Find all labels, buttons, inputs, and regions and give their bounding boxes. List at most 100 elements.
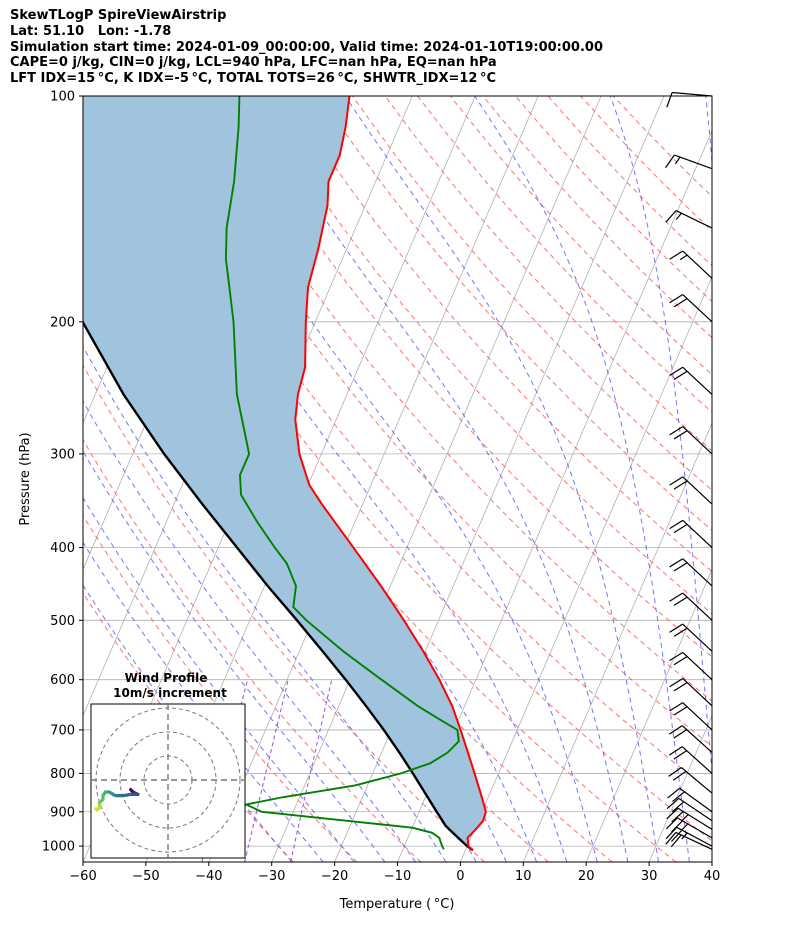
- x-tick-label: 30: [641, 869, 658, 884]
- wind-barb: [666, 797, 713, 822]
- isotherm-20: [585, 568, 712, 862]
- wind-barb: [665, 817, 713, 839]
- wind-barb: [669, 623, 713, 652]
- mixing-ratio-line: [290, 679, 333, 862]
- wind-barb: [669, 250, 713, 279]
- chart-title: SkewTLogP SpireViewAirstrip: [10, 8, 227, 23]
- chart-title-block: SkewTLogP SpireViewAirstrip Lat: 51.10 L…: [10, 8, 603, 87]
- x-axis-label: Temperature ( °C): [339, 897, 455, 912]
- y-tick-label: 800: [50, 767, 75, 782]
- x-tick-label: −40: [195, 869, 222, 884]
- temperature-line: [294, 96, 487, 852]
- y-tick-label: 300: [50, 447, 75, 462]
- y-tick-label: 200: [50, 315, 75, 330]
- wind-barb: [669, 651, 713, 681]
- dry-adiabat: [221, 96, 712, 658]
- x-tick-label: 20: [578, 869, 595, 884]
- wind-barb: [669, 558, 713, 587]
- dry-adiabat: [482, 96, 712, 339]
- wind-barb: [665, 831, 713, 850]
- wind-barb: [669, 476, 713, 505]
- x-tick-label: −60: [69, 869, 96, 884]
- dry-adiabat: [189, 96, 712, 702]
- dry-adiabat: [124, 96, 712, 794]
- dry-adiabat: [83, 146, 677, 862]
- location-line: Lat: 51.10 Lon: -1.78: [10, 23, 172, 39]
- x-tick-label: −20: [321, 869, 348, 884]
- dry-adiabat: [83, 438, 422, 862]
- moist-adiabat: [83, 400, 416, 862]
- isotherm--20: [334, 96, 665, 862]
- dry-adiabat: [449, 96, 712, 376]
- dry-adiabat: [254, 96, 712, 615]
- dry-adiabat: [547, 96, 712, 267]
- axis-ticks: −60 −50 −40 −30 −20 −10 0 10 20 30 40 1000 900 800 700…: [42, 90, 720, 885]
- wind-barb: [669, 294, 713, 323]
- moist-adiabat: [609, 96, 712, 778]
- isotherm-30: [648, 714, 712, 862]
- x-tick-label: −50: [132, 869, 159, 884]
- isotherm-10: [522, 422, 712, 862]
- x-tick-label: 40: [704, 869, 721, 884]
- wind-barb: [668, 746, 713, 774]
- wind-barb: [665, 210, 713, 229]
- wind-barb: [666, 807, 713, 830]
- dry-adiabat: [612, 96, 712, 198]
- isotherm-40: [711, 860, 712, 862]
- dry-adiabat: [319, 96, 712, 532]
- moist-adiabat: [114, 96, 568, 862]
- wind-barb: [669, 426, 713, 455]
- y-tick-label: 900: [50, 805, 75, 820]
- moist-adiabat: [705, 96, 712, 168]
- cin-area: [83, 96, 486, 851]
- y-tick-label: 400: [50, 541, 75, 556]
- moist-adiabat: [83, 345, 447, 862]
- indices-line-2: LFT IDX=15 °C, K IDX=-5 °C, TOTAL TOTS=2…: [10, 71, 497, 87]
- dry-adiabat: [417, 96, 712, 413]
- dry-adiabat: [83, 364, 485, 862]
- parcel-line: [83, 319, 474, 852]
- dry-adiabat: [156, 96, 712, 747]
- profile-lines: [83, 96, 487, 852]
- wind-barb: [669, 592, 713, 621]
- y-axis-label: Pressure (hPa): [18, 432, 33, 525]
- isotherm-0: [460, 275, 712, 862]
- cape-cin-shading: [83, 96, 486, 851]
- wind-barbs: [665, 91, 713, 850]
- wind-barb: [668, 766, 713, 794]
- y-tick-label: 700: [50, 723, 75, 738]
- isotherm--40: [208, 96, 539, 862]
- moist-adiabat: [171, 96, 598, 862]
- mixing-ratio-line: [244, 679, 289, 862]
- wind-barb: [668, 725, 713, 753]
- x-tick-label: −30: [258, 869, 285, 884]
- y-tick-label: 500: [50, 614, 75, 629]
- wind-barb: [666, 91, 713, 108]
- moist-adiabat: [344, 96, 659, 862]
- time-line: Simulation start time: 2024-01-09_00:00:…: [10, 39, 603, 55]
- dry-adiabat: [83, 514, 358, 862]
- dewpoint-line: [224, 96, 460, 850]
- moist-adiabat: [83, 127, 538, 862]
- moist-adiabat: [474, 96, 690, 862]
- y-tick-label: 1000: [42, 840, 75, 855]
- wind-barb: [669, 366, 713, 395]
- moist-adiabat: [246, 96, 629, 862]
- x-tick-label: −10: [384, 869, 411, 884]
- x-tick-label: 10: [515, 869, 532, 884]
- y-tick-label: 600: [50, 673, 75, 688]
- dry-adiabat: [83, 592, 294, 862]
- wind-barb: [667, 787, 713, 813]
- hodograph-title: Wind Profile: [125, 671, 208, 685]
- x-tick-label: 0: [456, 869, 464, 884]
- indices-line-1: CAPE=0 j/kg, CIN=0 j/kg, LCL=940 hPa, LF…: [10, 55, 497, 71]
- hodograph-segment: [94, 807, 99, 812]
- wind-barb: [669, 677, 713, 707]
- isotherm--30: [271, 96, 602, 862]
- wind-barb: [669, 702, 713, 731]
- hodograph-subtitle: 10m/s increment: [113, 686, 227, 700]
- wind-barb: [665, 154, 713, 170]
- y-tick-label: 100: [50, 90, 75, 105]
